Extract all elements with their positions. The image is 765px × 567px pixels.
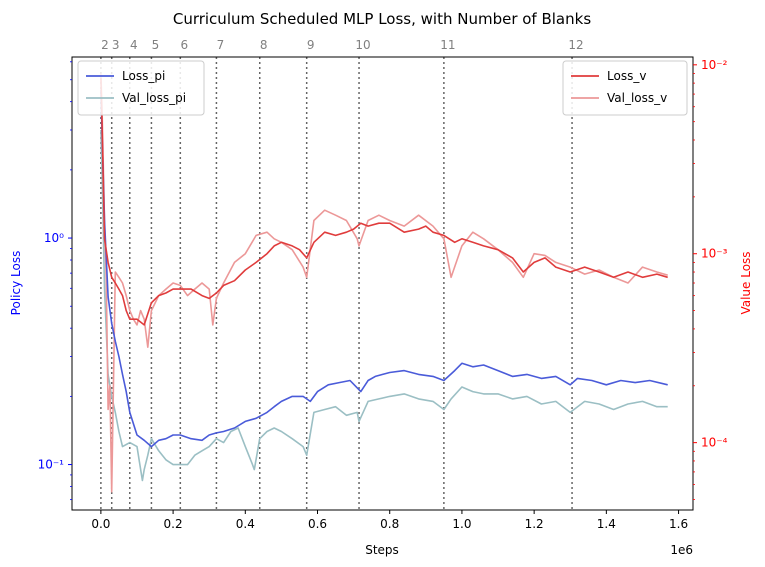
axes: 0.0 0.2 0.4 0.6 0.8 1.0 1.2 1.4 1.6 10⁻¹ 10⁰ 10⁻⁴ 10… (38, 56, 728, 531)
curriculum-label: 10 (355, 38, 370, 52)
x-tick-label: 0.4 (236, 517, 255, 531)
curriculum-label: 8 (260, 38, 268, 52)
curriculum-label: 12 (568, 38, 583, 52)
y-axis-left-label: Policy Loss (9, 251, 23, 316)
x-tick-label: 1.2 (525, 517, 544, 531)
legend-left: Loss_pi Val_loss_pi (77, 60, 205, 116)
legend-label: Val_loss_v (607, 91, 667, 105)
series-line-loss-v (100, 78, 668, 326)
curriculum-label: 7 (217, 38, 225, 52)
series-layer (100, 73, 668, 493)
legend-label: Loss_pi (122, 69, 165, 83)
x-tick-label: 0.6 (308, 517, 327, 531)
x-tick-label: 0.0 (91, 517, 110, 531)
y-left-tick-label: 10⁻¹ (38, 458, 65, 472)
curriculum-label: 11 (440, 38, 455, 52)
curriculum-label: 6 (180, 38, 188, 52)
x-axis-label: Steps (365, 543, 399, 557)
plot-frame (71, 56, 694, 511)
legend-box (562, 60, 688, 116)
x-tick-label: 1.0 (452, 517, 471, 531)
legend-box (77, 60, 205, 116)
curriculum-label: 4 (130, 38, 138, 52)
y-right-tick-label: 10⁻² (701, 58, 728, 72)
x-tick-label: 0.8 (380, 517, 399, 531)
curriculum-label: 9 (307, 38, 315, 52)
y-right-tick-label: 10⁻³ (701, 247, 728, 261)
series-line-val-loss-pi (100, 129, 668, 482)
x-tick-label: 0.2 (164, 517, 183, 531)
curriculum-label: 5 (152, 38, 160, 52)
y-right-tick-label: 10⁻⁴ (701, 436, 728, 450)
curriculum-label: 3 (112, 38, 120, 52)
plot-area (72, 57, 693, 510)
legend-label: Loss_v (607, 69, 646, 83)
curriculum-label: 2 (101, 38, 109, 52)
series-line-loss-pi (100, 90, 668, 448)
x-tick-label: 1.4 (597, 517, 616, 531)
legend-right: Loss_v Val_loss_v (562, 60, 688, 116)
x-axis-scale-label: 1e6 (670, 543, 693, 557)
legend-label: Val_loss_pi (122, 91, 186, 105)
x-tick-label: 1.6 (669, 517, 688, 531)
chart-title: Curriculum Scheduled MLP Loss, with Numb… (173, 10, 591, 28)
y-axis-right-label: Value Loss (739, 251, 753, 314)
curriculum-markers: 2 3 4 5 6 7 8 9 10 11 12 (100, 38, 584, 510)
y-left-tick-label: 10⁰ (44, 231, 64, 245)
plot-background (72, 57, 693, 510)
